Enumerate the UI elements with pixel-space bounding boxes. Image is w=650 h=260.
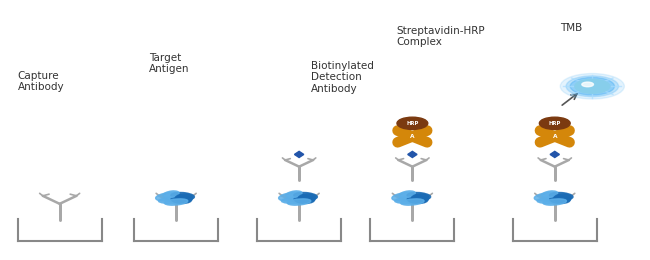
Ellipse shape: [294, 192, 317, 200]
Ellipse shape: [287, 199, 311, 205]
Ellipse shape: [279, 193, 304, 201]
Ellipse shape: [171, 192, 194, 200]
Text: Capture
Antibody: Capture Antibody: [18, 71, 64, 93]
Ellipse shape: [549, 192, 573, 200]
Polygon shape: [294, 151, 304, 158]
Circle shape: [402, 133, 423, 140]
Circle shape: [575, 79, 610, 93]
Ellipse shape: [286, 191, 302, 198]
Text: HRP: HRP: [549, 121, 561, 126]
Text: Target
Antigen: Target Antigen: [149, 53, 189, 74]
Text: Streptavidin-HRP
Complex: Streptavidin-HRP Complex: [396, 26, 485, 47]
Ellipse shape: [281, 197, 310, 203]
Circle shape: [545, 133, 565, 140]
Text: HRP: HRP: [406, 121, 419, 126]
Circle shape: [540, 117, 570, 129]
Ellipse shape: [543, 199, 566, 205]
Ellipse shape: [155, 193, 181, 201]
Circle shape: [582, 82, 593, 87]
Ellipse shape: [171, 196, 192, 204]
Ellipse shape: [411, 194, 429, 202]
Ellipse shape: [537, 197, 566, 203]
Circle shape: [566, 76, 619, 97]
Ellipse shape: [407, 192, 431, 200]
Ellipse shape: [298, 194, 316, 202]
Text: A: A: [552, 134, 557, 139]
Ellipse shape: [534, 193, 560, 201]
Text: TMB: TMB: [560, 23, 582, 33]
Ellipse shape: [175, 194, 192, 202]
Ellipse shape: [554, 194, 571, 202]
Circle shape: [397, 117, 428, 129]
Circle shape: [570, 77, 614, 95]
Ellipse shape: [541, 191, 558, 198]
Polygon shape: [408, 151, 417, 158]
Ellipse shape: [164, 199, 188, 205]
Ellipse shape: [163, 191, 179, 198]
Ellipse shape: [395, 197, 424, 203]
Text: A: A: [410, 134, 415, 139]
Ellipse shape: [392, 193, 417, 201]
Text: Biotinylated
Detection
Antibody: Biotinylated Detection Antibody: [311, 61, 374, 94]
Ellipse shape: [159, 197, 187, 203]
Ellipse shape: [294, 196, 315, 204]
Polygon shape: [550, 151, 560, 158]
Ellipse shape: [399, 191, 415, 198]
Ellipse shape: [408, 196, 428, 204]
Circle shape: [560, 74, 625, 99]
Ellipse shape: [400, 199, 424, 205]
Ellipse shape: [550, 196, 570, 204]
